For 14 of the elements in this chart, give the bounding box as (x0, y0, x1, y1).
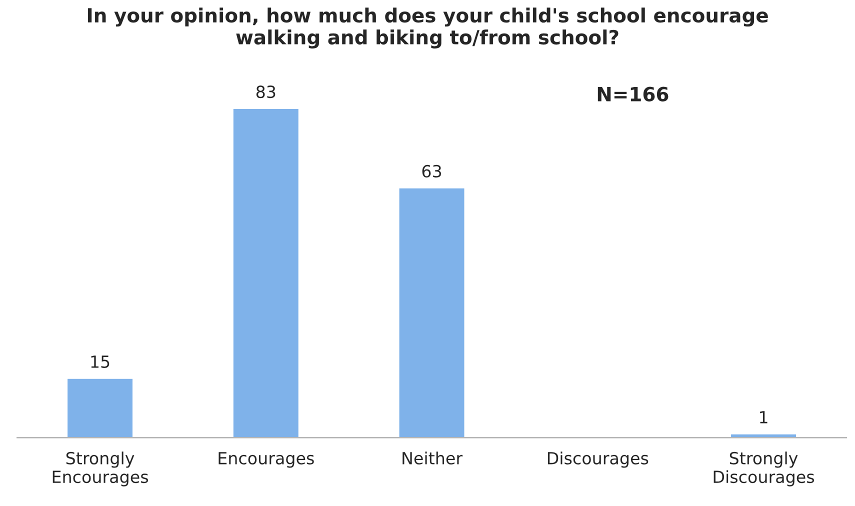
bar (398, 186, 466, 438)
text: N=166 (598, 86, 668, 102)
bar (232, 108, 300, 438)
x-tick-label: Discourages (548, 452, 648, 468)
data-label: 1 (760, 411, 768, 424)
x-tick-label: Strongly Encourages (52, 452, 148, 486)
x-tick-label: Encourages (218, 452, 314, 468)
data-label: 83 (256, 86, 276, 98)
data-label: 15 (91, 356, 110, 368)
chart-title: In your opinion, how much does your child's school encourage walking and biking to/from school? (88, 8, 768, 48)
bar (66, 377, 134, 438)
x-tick-label: Strongly Discourages (714, 452, 814, 486)
x-tick-label: Neither (402, 452, 463, 464)
data-label: 63 (422, 164, 442, 178)
